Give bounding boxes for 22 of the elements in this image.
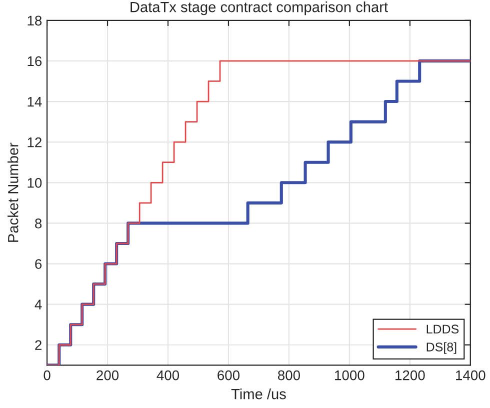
y-tick-label: 4 [34,300,42,310]
x-tick-label: 400 [156,370,180,380]
x-tick-label: 200 [96,370,119,380]
x-tick-label: 0 [44,370,50,380]
y-tick-label: 10 [28,178,42,188]
y-axis-title: Packet Number [8,142,18,242]
x-tick-label: 600 [218,370,240,380]
y-tick-label: 18 [28,16,42,26]
y-tick-label: 16 [28,56,42,66]
chart-title: DataTx stage contract comparison chart [130,2,388,16]
y-tick-label: 6 [35,259,42,269]
y-tick-label: 14 [28,96,42,107]
x-tick-label: 800 [278,370,300,380]
x-tick-label: 1400 [456,370,486,380]
y-tick-label: 8 [35,218,42,228]
x-axis-title: Time /us [231,388,286,400]
x-tick-label: 1000 [335,370,364,380]
y-tick-label: 12 [28,137,42,148]
y-tick-label: 2 [35,340,42,350]
x-tick-label: 1200 [396,370,425,380]
legend-label: LDDS [426,324,459,334]
legend-label: DS[8] [426,342,456,354]
